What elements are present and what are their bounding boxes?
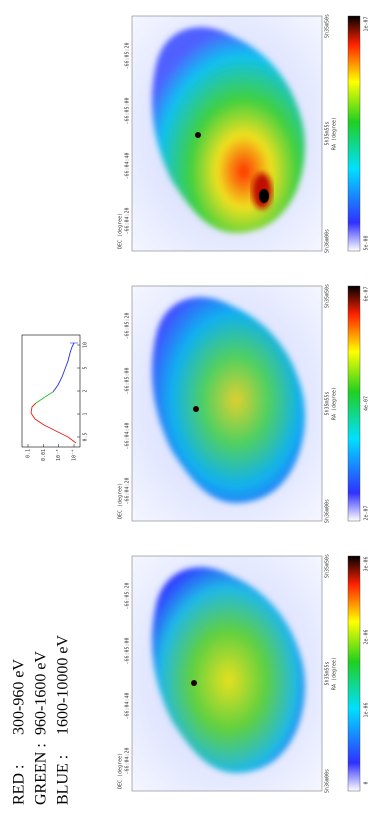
image: [152, 567, 305, 773]
spectrum-x-tick-label: 0.5: [83, 432, 89, 441]
image-frame: [131, 15, 323, 252]
colorbar-tick-label: 3e-06: [364, 556, 370, 571]
x-tick-label: 5h35m55s: [325, 661, 331, 685]
x-tick-label: 5h36m00s: [325, 499, 331, 523]
y-axis-label: DEC (degree): [118, 483, 124, 519]
y-tick-label: -66:04:40: [125, 152, 131, 179]
x-tick-label: 5h35m50s: [325, 14, 331, 38]
y-tick-label: -66:04:20: [125, 207, 131, 234]
y-tick-label: -66:05:20: [125, 582, 131, 609]
emission-region: [152, 297, 305, 503]
colorbar-tick-label: 2e-06: [364, 629, 370, 644]
x-axis-label: RA (degree): [332, 117, 338, 150]
spectrum-curve: [52, 342, 75, 393]
point-source: [193, 406, 199, 412]
y-tick-label: -66:05:00: [125, 637, 131, 664]
point-source: [195, 132, 201, 138]
spectrum-x-tick-label: 2: [83, 389, 89, 392]
point-source: [191, 680, 197, 686]
legend-label: GREEN :: [33, 743, 50, 805]
emission-region: [152, 567, 305, 773]
y-axis-label: DEC (degree): [118, 213, 124, 249]
y-axis-label: DEC (degree): [118, 753, 124, 789]
colorbar-tick-label: 4e-07: [364, 396, 370, 411]
colorbar-tick-label: 5e-08: [364, 235, 370, 250]
y-tick-label: -66:05:20: [125, 42, 131, 69]
legend-range: 1600-10000 eV: [55, 635, 72, 735]
x-tick-label: 5h36m00s: [325, 769, 331, 793]
x-tick-label: 5h36m00s: [325, 229, 331, 253]
y-tick-label: -66:05:00: [125, 367, 131, 394]
y-tick-label: -66:04:20: [125, 477, 131, 504]
spectrum-x-tick-label: 5: [83, 366, 89, 369]
colorbar-tick-label: 1e-06: [364, 702, 370, 717]
legend-range: 960-1600 eV: [33, 651, 50, 735]
y-tick-label: -66:04:20: [125, 747, 131, 774]
panel: acis_E300-960_S_FLUXED.fits_0DEC (degree…: [118, 554, 370, 793]
spectrum-y-tick-label: 10⁻³: [56, 449, 62, 461]
panel: acis_E1600-10000_S_FLUXED.fits_0DEC (deg…: [118, 14, 370, 253]
hot-core: [259, 189, 269, 203]
x-tick-label: 5h35m50s: [325, 554, 331, 578]
colorbar-tick-label: 2e-07: [364, 505, 370, 520]
panel: acis_E960-1600_S_FLUXED.fits_0DEC (degre…: [118, 284, 370, 523]
colorbar-tick-label: 0: [364, 781, 370, 784]
colorbar: [347, 285, 361, 522]
image: [152, 297, 305, 503]
x-axis-label: RA (degree): [332, 657, 338, 690]
spectrum-y-tick-label: 10⁻⁴: [72, 449, 78, 461]
x-tick-label: 5h35m50s: [325, 284, 331, 308]
legend-label: BLUE :: [55, 755, 72, 805]
legend-range: 300-960 eV: [11, 659, 28, 735]
y-tick-label: -66:04:40: [125, 692, 131, 719]
x-tick-label: 5h35m55s: [325, 121, 331, 145]
y-tick-label: -66:04:40: [125, 422, 131, 449]
image: [152, 27, 305, 233]
rotated-figure: RED : 300-960 eV GREEN : 960-1600 eV BLUE : 1…: [11, 14, 370, 805]
image-frame: [131, 555, 323, 792]
spectrum-curve: [35, 391, 54, 404]
colorbar-tick-label: 6e-07: [364, 286, 370, 301]
y-tick-label: -66:05:00: [125, 97, 131, 124]
spectrum-x-tick-label: 10: [83, 342, 89, 348]
colorbar: [347, 15, 361, 252]
spectrum-y-tick-label: 0.1: [26, 449, 32, 458]
spectrum-curve: [30, 402, 77, 444]
colorbar: [347, 555, 361, 792]
legend-label: RED :: [11, 765, 28, 805]
colorbar-tick-label: 1e-07: [364, 16, 370, 31]
y-tick-label: -66:05:20: [125, 312, 131, 339]
spectrum-x-tick-label: 1: [83, 412, 89, 415]
x-tick-label: 5h35m55s: [325, 391, 331, 415]
image-frame: [131, 285, 323, 522]
x-axis-label: RA (degree): [332, 387, 338, 420]
spectrum: 0.5 1 2 5 10 10⁻⁴ 10⁻³ 0.01 0.1: [21, 334, 89, 461]
spectrum-frame: [21, 334, 81, 448]
spectrum-y-tick-label: 0.01: [41, 449, 47, 461]
